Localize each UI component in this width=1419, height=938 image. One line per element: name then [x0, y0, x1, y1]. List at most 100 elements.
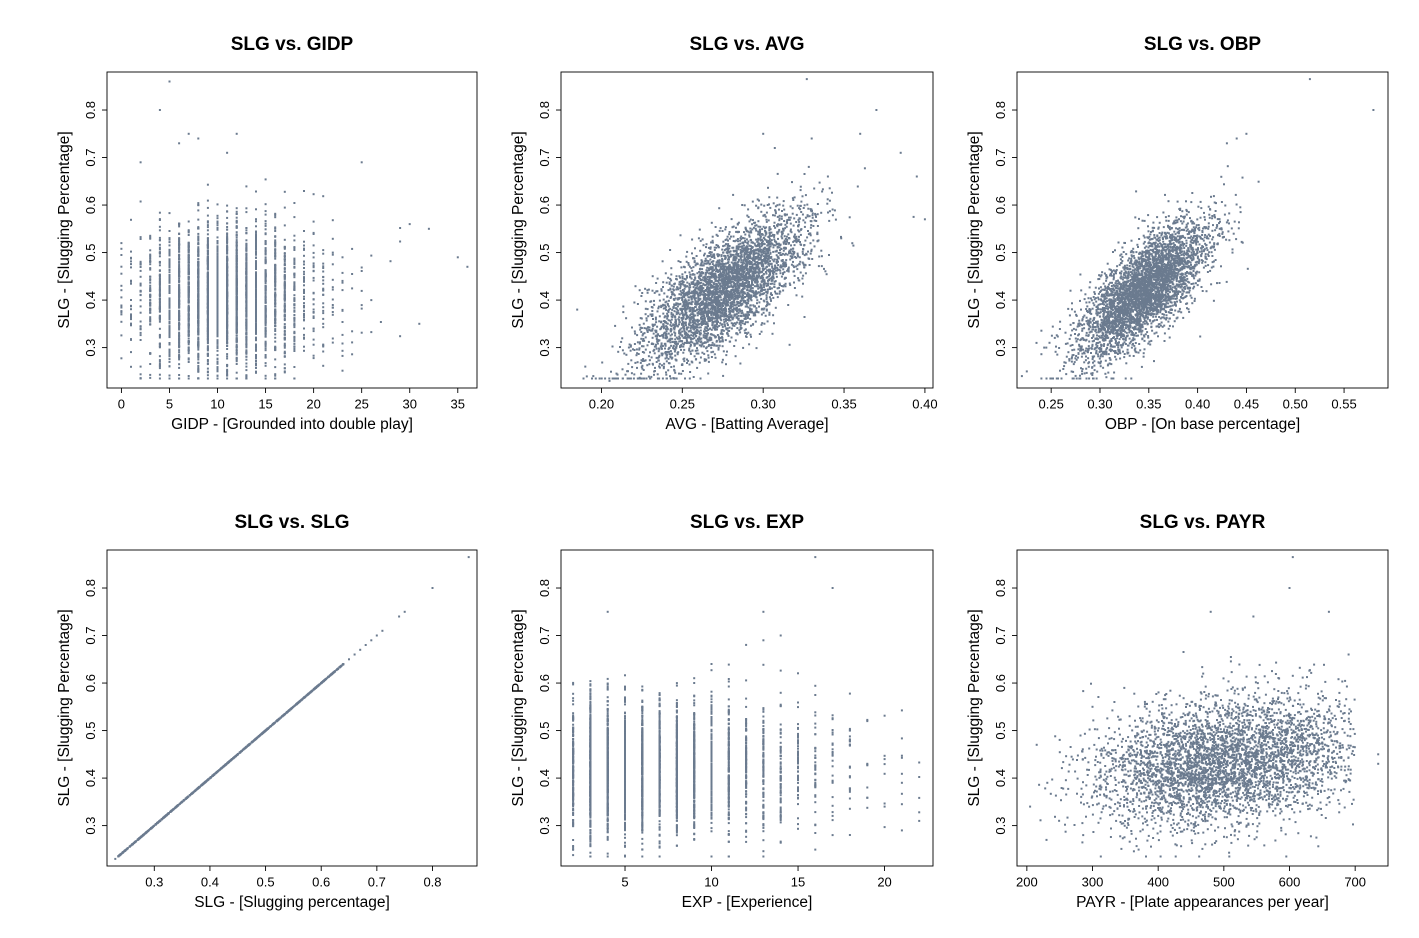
data-point	[264, 354, 267, 356]
data-point	[187, 243, 190, 246]
data-point	[216, 278, 219, 280]
data-point	[698, 228, 701, 231]
data-point	[197, 290, 200, 292]
data-point	[293, 263, 296, 265]
data-point	[773, 283, 776, 286]
data-point	[312, 256, 315, 259]
data-point	[621, 337, 624, 340]
data-point	[158, 306, 161, 309]
data-point	[187, 358, 190, 361]
data-point	[456, 256, 459, 259]
data-point	[206, 330, 209, 333]
data-point	[149, 296, 152, 299]
data-point	[168, 351, 171, 354]
data-point	[235, 286, 238, 288]
data-point	[216, 214, 219, 217]
data-point	[293, 326, 296, 329]
data-point	[699, 239, 702, 242]
data-point	[331, 237, 334, 240]
data-point	[652, 349, 655, 352]
data-point	[158, 320, 161, 323]
data-point	[766, 301, 769, 304]
data-point	[796, 252, 799, 255]
data-point	[775, 254, 778, 257]
data-point	[274, 216, 277, 219]
data-point	[255, 268, 257, 270]
data-point	[689, 350, 692, 353]
data-point	[158, 294, 161, 297]
data-point	[187, 241, 190, 244]
data-point	[178, 142, 181, 145]
data-point	[235, 272, 238, 275]
data-point	[264, 296, 267, 299]
data-point	[303, 277, 305, 280]
data-point	[206, 300, 209, 303]
data-point	[624, 373, 627, 376]
data-point	[688, 271, 691, 274]
data-point	[206, 226, 209, 229]
data-point	[667, 276, 670, 279]
x-tick-label: 10	[210, 397, 224, 412]
data-point	[197, 320, 200, 323]
data-point	[293, 273, 296, 276]
data-point	[621, 377, 624, 380]
data-point	[736, 327, 739, 330]
data-point	[322, 279, 325, 282]
data-point	[662, 312, 665, 315]
data-point	[178, 289, 181, 292]
data-point	[360, 289, 363, 292]
data-point	[787, 242, 790, 245]
data-point	[139, 269, 142, 272]
data-point	[187, 272, 190, 275]
data-point	[274, 328, 277, 331]
data-point	[255, 366, 257, 369]
data-point	[226, 228, 229, 231]
data-point	[216, 274, 219, 277]
data-point	[245, 292, 248, 295]
data-point	[255, 345, 257, 348]
data-point	[245, 261, 248, 264]
data-point	[187, 361, 190, 363]
data-point	[322, 317, 325, 320]
data-point	[197, 261, 200, 264]
data-point	[274, 313, 277, 316]
data-point	[669, 297, 672, 299]
data-point	[625, 353, 628, 356]
data-point	[651, 336, 654, 339]
data-point	[245, 326, 248, 329]
data-point	[197, 327, 200, 330]
data-point	[331, 313, 334, 316]
data-point	[773, 258, 776, 261]
data-point	[178, 355, 181, 358]
data-point	[245, 365, 248, 368]
data-point	[206, 229, 209, 232]
data-point	[178, 305, 181, 307]
data-point	[206, 349, 209, 352]
data-point	[785, 263, 788, 266]
data-point	[823, 267, 825, 270]
data-point	[341, 279, 344, 282]
data-point	[255, 296, 257, 299]
data-point	[216, 227, 219, 229]
data-point	[418, 322, 421, 325]
data-point	[245, 275, 248, 278]
data-point	[149, 234, 152, 237]
data-point	[331, 253, 334, 256]
data-point	[711, 333, 714, 336]
data-point	[264, 327, 267, 330]
data-point	[670, 267, 673, 270]
data-point	[235, 308, 238, 311]
data-point	[303, 333, 305, 336]
data-point	[168, 358, 171, 361]
data-point	[168, 251, 171, 254]
data-point	[684, 271, 687, 274]
data-point	[728, 233, 731, 236]
data-point	[293, 246, 296, 249]
data-point	[274, 239, 277, 242]
data-point	[226, 324, 229, 327]
data-point	[120, 304, 123, 307]
data-point	[235, 231, 238, 234]
data-point	[197, 358, 200, 361]
data-point	[226, 275, 229, 278]
data-point	[680, 348, 682, 351]
